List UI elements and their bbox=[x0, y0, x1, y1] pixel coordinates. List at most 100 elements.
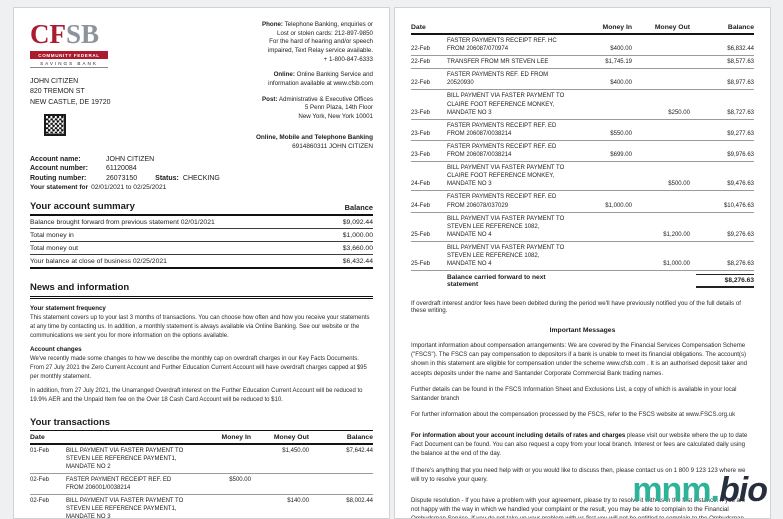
routing-number-value: 26073150 bbox=[106, 174, 138, 182]
logo-cf-text: CF bbox=[30, 19, 66, 49]
transaction-row: 24-Feb BILL PAYMENT VIA FASTER PAYMENT T… bbox=[411, 162, 754, 192]
important-paragraph: For further information about the compen… bbox=[411, 411, 736, 418]
statement-period-value: 02/01/2021 to 02/25/2021 bbox=[91, 184, 167, 192]
post-label: Post: bbox=[262, 95, 278, 103]
account-number-label: Account number: bbox=[30, 165, 88, 173]
status-value: CHECKING bbox=[182, 174, 220, 182]
transactions-header-money-out: Money Out bbox=[654, 24, 690, 31]
summary-row-label: Total money in bbox=[30, 232, 74, 240]
transaction-balance: $9,976.63 bbox=[727, 152, 754, 159]
account-name-label: Account name: bbox=[30, 155, 81, 163]
summary-row-label: Total money out bbox=[30, 245, 78, 253]
transaction-description: BILL PAYMENT VIA FASTER PAYMENT TO STEVE… bbox=[447, 215, 565, 238]
carried-forward-label: Balance carried forward to next statemen… bbox=[447, 274, 546, 289]
transaction-row: 25-Feb BILL PAYMENT VIA FASTER PAYMENT T… bbox=[411, 213, 754, 242]
summary-row-label: Balance brought forward from previous st… bbox=[30, 219, 215, 227]
summary-row-value: $6,432.44 bbox=[342, 258, 373, 266]
post-line: 5 Penn Plaza, 14th Floor bbox=[304, 104, 373, 112]
transactions-table-page1: 01-Feb BILL PAYMENT VIA FASTER PAYMENT T… bbox=[30, 445, 373, 518]
statement-period-label: Your statement for bbox=[30, 184, 89, 192]
transaction-date: 22-Feb bbox=[411, 59, 431, 66]
summary-row: Balance brought forward from previous st… bbox=[30, 216, 373, 230]
watermark-dark-part: bio bbox=[719, 471, 768, 509]
post-line: New York, New York 10001 bbox=[298, 113, 373, 121]
transaction-money-in: $699.00 bbox=[610, 152, 632, 159]
transactions-table-page2: 22-Feb FASTER PAYMENTS RECEIPT REF. HC F… bbox=[411, 35, 754, 272]
transaction-description: BILL PAYMENT VIA FASTER PAYMENT TO CLAIR… bbox=[447, 165, 565, 188]
transaction-description: FASTER PAYMENTS RECEIPT REF. HC FROM 206… bbox=[447, 38, 557, 53]
summary-row: Total money out $3,660.00 bbox=[30, 242, 373, 256]
transaction-row: 22-Feb TRANSFER FROM MR STEVEN LEE $1,74… bbox=[411, 56, 754, 70]
transaction-description: BILL PAYMENT VIA FASTER PAYMENT TO STEVE… bbox=[66, 447, 184, 470]
online-line: information available at www.cfsb.com bbox=[268, 80, 373, 88]
statement-page-2: Date Money In Money Out Balance 22-Feb F… bbox=[394, 7, 771, 519]
transaction-date: 23-Feb bbox=[411, 130, 431, 137]
contact-post-line: Post: Administrative & Executive Offices bbox=[201, 96, 373, 105]
account-name-row: Account name: JOHN CITIZEN bbox=[30, 156, 373, 163]
logo-community-federal-bar: COMMUNITY FEDERAL bbox=[30, 51, 108, 59]
transaction-balance: $9,277.63 bbox=[727, 130, 754, 137]
banking-channels-block: Online, Mobile and Telephone Banking 691… bbox=[201, 134, 373, 152]
rates-rest: please visit our website where the up to… bbox=[411, 432, 748, 458]
logo-savings-bank-text: SAVINGS BANK bbox=[30, 59, 108, 68]
transaction-description: FASTER PAYMENTS RECEIPT REF. ED FROM 206… bbox=[447, 194, 557, 209]
recipient-address-line: NEW CASTLE, DE 19720 bbox=[30, 98, 111, 106]
news-section-heading: Account changes bbox=[30, 346, 82, 354]
contact-post-block: Post: Administrative & Executive Offices… bbox=[201, 96, 373, 122]
transaction-date: 02-Feb bbox=[30, 476, 50, 483]
transaction-money-in: $400.00 bbox=[610, 46, 632, 53]
transactions-header-desc bbox=[66, 434, 195, 441]
transactions-header-balance: Balance bbox=[727, 24, 754, 31]
transaction-money-in: $550.00 bbox=[610, 130, 632, 137]
recipient-address: JOHN CITIZEN 820 TREMON ST NEW CASTLE, DE … bbox=[30, 77, 111, 109]
news-sections: Your statement frequency This statement … bbox=[30, 305, 373, 381]
transaction-description: FASTER PAYMENTS REF. ED FROM 20520930 bbox=[447, 72, 549, 87]
transaction-row: 23-Feb BILL PAYMENT VIA FASTER PAYMENT T… bbox=[411, 90, 754, 120]
important-messages-paragraphs: Important information about compensation… bbox=[411, 341, 754, 419]
online-lines: information available at www.cfsb.com bbox=[201, 80, 373, 89]
phone-label: Phone: bbox=[262, 21, 283, 28]
transactions-header-date: Date bbox=[30, 433, 45, 441]
phone-line: Lost or stolen cards: 212-897-9850 bbox=[277, 29, 373, 37]
account-summary-title: Your account summary bbox=[30, 201, 135, 213]
dispute-resolution-paragraph: Dispute resolution - If you have a probl… bbox=[411, 496, 746, 519]
transactions-title: Your transactions bbox=[30, 417, 373, 431]
transaction-money-in: $500.00 bbox=[229, 476, 251, 483]
transaction-balance: $9,276.63 bbox=[727, 231, 754, 238]
routing-number-label: Routing number: bbox=[30, 174, 87, 182]
cfsb-logo: CFSB bbox=[30, 21, 111, 48]
transaction-description: TRANSFER FROM MR STEVEN LEE bbox=[447, 59, 549, 66]
transaction-money-out: $1,450.00 bbox=[282, 447, 309, 454]
watermark-teal-part: mnm. bbox=[632, 471, 720, 509]
transaction-date: 02-Feb bbox=[30, 498, 50, 505]
phone-line: For the hard of hearing and/or speech bbox=[269, 38, 373, 46]
transaction-row: 02-Feb BILL PAYMENT VIA FASTER PAYMENT T… bbox=[30, 495, 373, 518]
news-section-body: This statement covers up to your last 3 … bbox=[30, 315, 370, 339]
carried-forward-value: $8,276.63 bbox=[696, 274, 754, 289]
recipient-address-line: 820 TREMON ST bbox=[30, 88, 85, 95]
summary-row: Total money in $1,000.00 bbox=[30, 229, 373, 243]
post-lines: 5 Penn Plaza, 14th Floor New York, New Yo… bbox=[201, 104, 373, 121]
transaction-money-out: $500.00 bbox=[668, 181, 690, 188]
news-section-body: We've recently made some changes to how … bbox=[30, 356, 367, 380]
post-first-line: Administrative & Executive Offices bbox=[278, 95, 373, 103]
transaction-balance: $10,476.63 bbox=[723, 202, 754, 209]
account-number-value: 61120084 bbox=[106, 165, 137, 173]
mnm-bio-watermark: mnm.bio bbox=[632, 471, 768, 509]
transactions-header-row-page2: Date Money In Money Out Balance bbox=[411, 21, 754, 35]
bank-contact-block: Phone: Telephone Banking, enquiries or L… bbox=[201, 21, 373, 152]
transactions-header-money-in: Money In bbox=[221, 433, 251, 441]
online-label: Online: bbox=[273, 71, 295, 79]
transaction-date: 25-Feb bbox=[411, 231, 431, 238]
transaction-date: 25-Feb bbox=[411, 261, 431, 268]
contact-online-line: Online: Online Banking Service and bbox=[201, 71, 373, 80]
rates-lead: For information about your account inclu… bbox=[411, 432, 626, 440]
account-number-row: Account number: 61120084 bbox=[30, 165, 373, 172]
contact-phone-block: Phone: Telephone Banking, enquiries or L… bbox=[201, 21, 373, 64]
transaction-description: FASTER PAYMENT RECEIPT REF. ED FROM 2060… bbox=[66, 476, 172, 491]
transaction-date: 23-Feb bbox=[411, 152, 431, 159]
transaction-date: 22-Feb bbox=[411, 80, 431, 87]
transaction-row: 23-Feb FASTER PAYMENTS RECEIPT REF. ED F… bbox=[411, 141, 754, 163]
statement-page-1: CFSB COMMUNITY FEDERAL SAVINGS BANK JOHN… bbox=[13, 7, 390, 519]
account-details: Account name: JOHN CITIZEN Account numbe… bbox=[30, 156, 373, 192]
